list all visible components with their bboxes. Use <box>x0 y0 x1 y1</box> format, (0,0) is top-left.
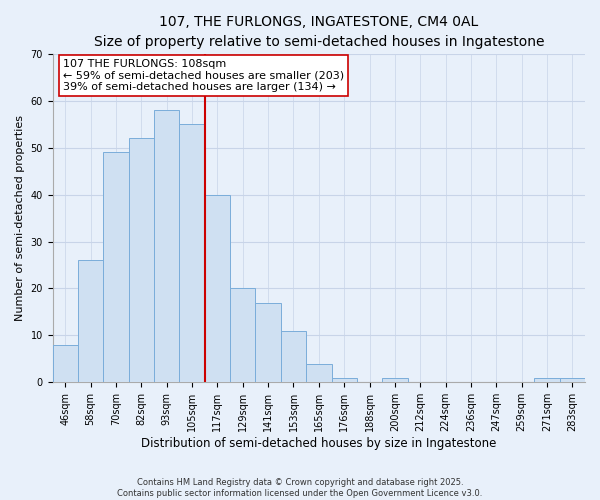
Bar <box>205 194 230 382</box>
Title: 107, THE FURLONGS, INGATESTONE, CM4 0AL
Size of property relative to semi-detach: 107, THE FURLONGS, INGATESTONE, CM4 0AL … <box>94 15 544 48</box>
Bar <box>78 260 103 382</box>
Bar <box>154 110 179 382</box>
Text: Contains HM Land Registry data © Crown copyright and database right 2025.
Contai: Contains HM Land Registry data © Crown c… <box>118 478 482 498</box>
Bar <box>535 378 560 382</box>
Text: 107 THE FURLONGS: 108sqm
← 59% of semi-detached houses are smaller (203)
39% of : 107 THE FURLONGS: 108sqm ← 59% of semi-d… <box>63 59 344 92</box>
Bar <box>382 378 407 382</box>
Bar <box>560 378 585 382</box>
Bar <box>103 152 129 382</box>
Y-axis label: Number of semi-detached properties: Number of semi-detached properties <box>15 115 25 321</box>
Bar <box>230 288 256 382</box>
Bar <box>281 330 306 382</box>
Bar <box>179 124 205 382</box>
Bar <box>256 302 281 382</box>
Bar <box>332 378 357 382</box>
Bar <box>129 138 154 382</box>
Bar <box>53 345 78 383</box>
Bar <box>306 364 332 382</box>
X-axis label: Distribution of semi-detached houses by size in Ingatestone: Distribution of semi-detached houses by … <box>141 437 497 450</box>
